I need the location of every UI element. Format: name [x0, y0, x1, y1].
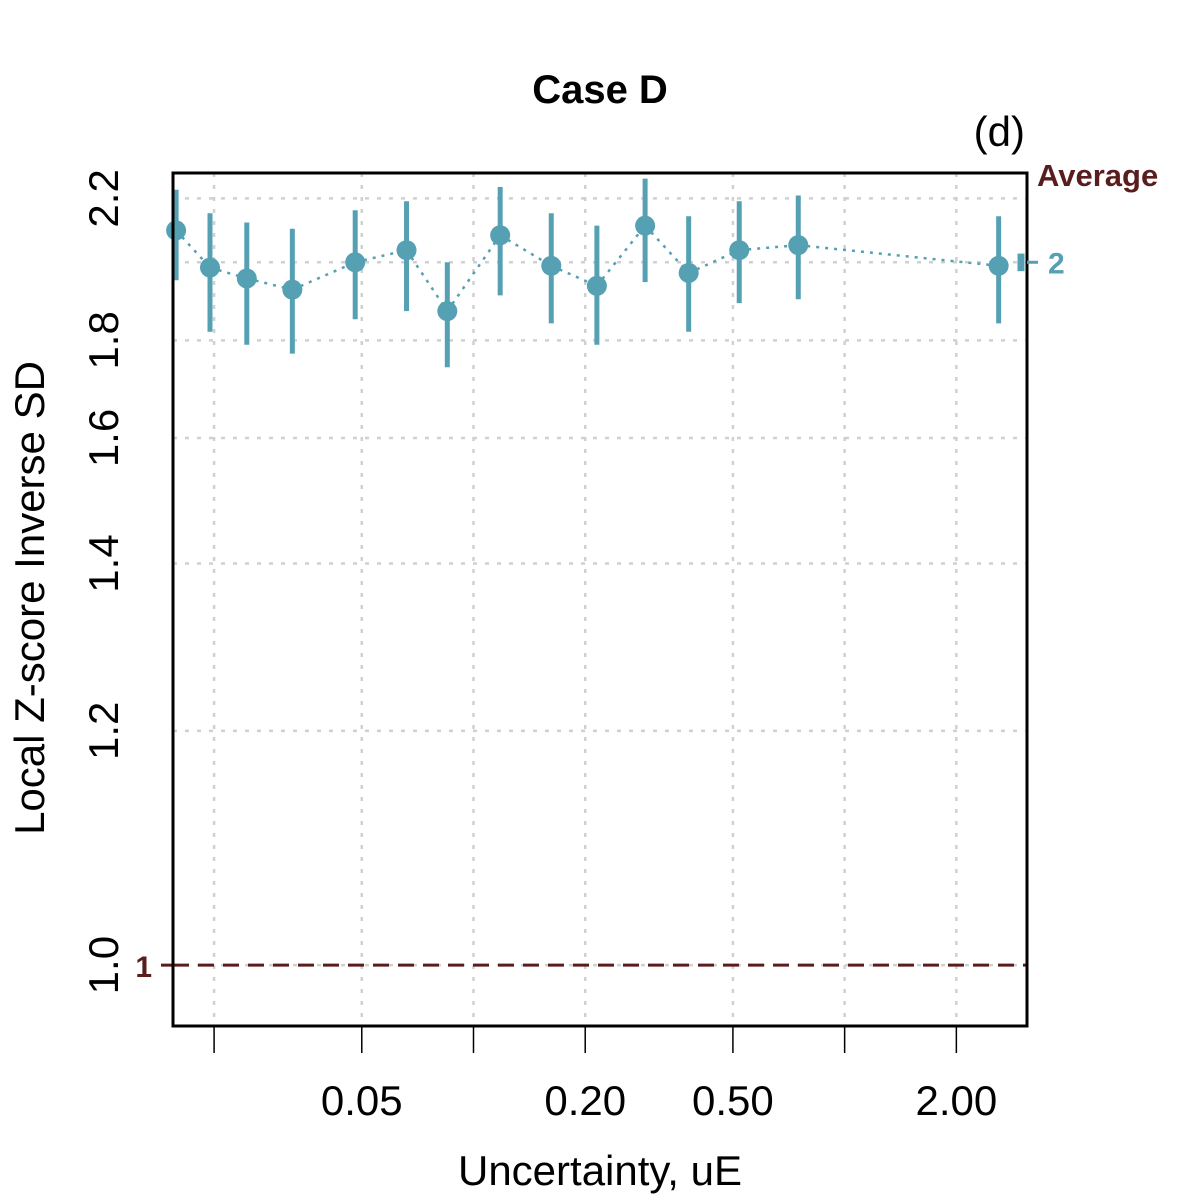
y-tick-label: 2.2: [80, 169, 127, 227]
y-tick-label: 1.4: [80, 534, 127, 592]
data-point: [200, 257, 221, 278]
series-connector: [446, 234, 502, 312]
y-tick-label: 1.8: [80, 311, 127, 369]
reference-label: 1: [135, 951, 152, 984]
x-tick-label: 0.50: [692, 1077, 774, 1124]
data-point: [396, 240, 417, 261]
axes: 0.05 0.20 0.50 2.00 1.0 1.2 1.4 1.6 1.8 2.2: [80, 169, 997, 1124]
data-point: [678, 262, 699, 283]
data-point: [236, 268, 257, 289]
x-tick-label: 2.00: [915, 1077, 997, 1124]
data-point: [166, 220, 187, 241]
series-connector: [798, 243, 999, 268]
average-annotation: Average 2: [1017, 158, 1158, 280]
series-connector: [209, 266, 248, 280]
grid-lines: [173, 173, 1027, 1026]
data-point: [635, 215, 656, 236]
x-axis-label: Uncertainty, uE: [458, 1147, 742, 1194]
series-connector: [644, 224, 690, 274]
data-point: [490, 225, 511, 246]
data-point: [541, 255, 562, 276]
series-connector: [595, 224, 647, 287]
x-tick-label: 0.05: [321, 1077, 403, 1124]
data-point: [729, 240, 750, 261]
x-tick-label: 0.20: [544, 1077, 626, 1124]
y-tick-label: 1.2: [80, 702, 127, 760]
data-point: [282, 279, 303, 300]
reference-line-group: 1: [135, 951, 1027, 984]
series-connector: [291, 261, 356, 291]
y-axis-label: Local Z-score Inverse SD: [6, 361, 53, 835]
y-tick-label: 1.0: [80, 936, 127, 994]
data-point: [586, 275, 607, 296]
data-point: [345, 252, 366, 273]
y-tick-label: 1.6: [80, 409, 127, 467]
series-connector: [405, 249, 449, 312]
data-point: [437, 301, 458, 322]
average-value-label: 2: [1048, 247, 1065, 280]
chart-title: Case D: [532, 68, 668, 112]
panel-label: (d): [974, 108, 1025, 155]
data-series: [166, 178, 1009, 368]
data-point: [988, 255, 1009, 276]
data-point: [788, 235, 809, 256]
average-label: Average: [1037, 158, 1158, 193]
plot-frame: [171, 171, 1029, 1028]
